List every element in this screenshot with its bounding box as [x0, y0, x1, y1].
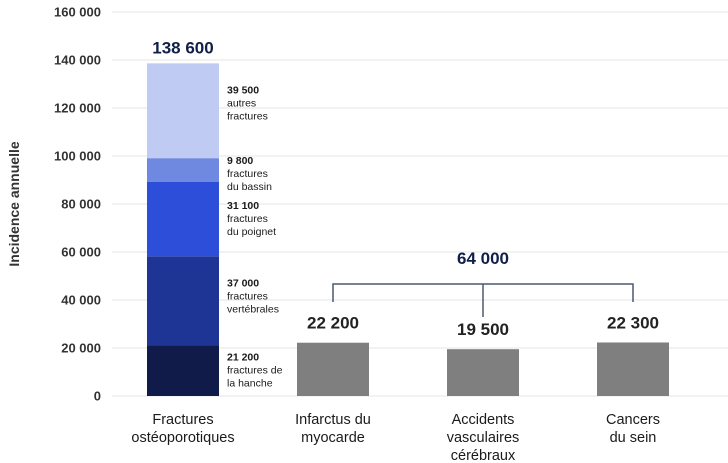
- y-tick-label: 100 000: [54, 149, 101, 164]
- y-axis-ticks: 0 20 000 40 000 60 000 80 000 100 000 120 000 1…: [54, 5, 101, 404]
- bracket: 64 000: [332, 249, 634, 317]
- stacked-bar-segment: [147, 181, 219, 257]
- bar-value-label: 22 200: [307, 314, 359, 333]
- segment-name-label: la hanche: [227, 378, 273, 390]
- bar: [597, 342, 669, 396]
- segment-value-label: 39 500: [227, 84, 259, 96]
- segment-name-label: vertébrales: [227, 303, 279, 315]
- y-tick-label: 120 000: [54, 101, 101, 116]
- bracket-total-label: 64 000: [457, 249, 509, 268]
- segment-value-label: 9 800: [227, 155, 253, 167]
- segment-value-label: 37 000: [227, 277, 259, 289]
- stacked-total-label: 138 600: [152, 38, 213, 57]
- y-tick-label: 140 000: [54, 53, 101, 68]
- y-tick-label: 60 000: [61, 245, 101, 260]
- stacked-bar-segment: [147, 256, 219, 346]
- segment-name-label: du poignet: [227, 226, 276, 238]
- category-label: Cancers du sein: [606, 412, 660, 446]
- segment-name-label: du bassin: [227, 181, 272, 193]
- y-tick-label: 0: [94, 389, 101, 404]
- stacked-bar-segment: [147, 345, 219, 396]
- bar-value-label: 19 500: [457, 320, 509, 339]
- y-tick-label: 160 000: [54, 5, 101, 20]
- bar: [297, 342, 369, 396]
- y-axis-label: Incidence annuelle: [6, 141, 22, 266]
- segment-name-label: fractures: [227, 168, 268, 180]
- segment-value-label: 21 200: [227, 352, 259, 364]
- segment-name-label: fractures: [227, 290, 268, 302]
- segment-name-label: autres: [227, 97, 256, 109]
- segment-name-label: fractures: [227, 213, 268, 225]
- segment-name-label: fractures de: [227, 365, 283, 377]
- stacked-bar-segment: [147, 63, 219, 159]
- y-tick-label: 40 000: [61, 293, 101, 308]
- y-tick-label: 20 000: [61, 341, 101, 356]
- category-label: Infarctus du myocarde: [295, 412, 371, 446]
- stacked-bar-segment: [147, 158, 219, 182]
- category-labels: Fractures ostéoporotiques Infarctus du myoc…: [131, 412, 660, 463]
- category-label: Fractures ostéoporotiques: [131, 412, 234, 446]
- segment-name-label: fractures: [227, 110, 268, 122]
- bar-value-label: 22 300: [607, 313, 659, 332]
- y-tick-label: 80 000: [61, 197, 101, 212]
- bar: [447, 349, 519, 396]
- segment-value-label: 31 100: [227, 200, 259, 212]
- category-label: Accidents vasculaires cérébraux: [447, 412, 520, 463]
